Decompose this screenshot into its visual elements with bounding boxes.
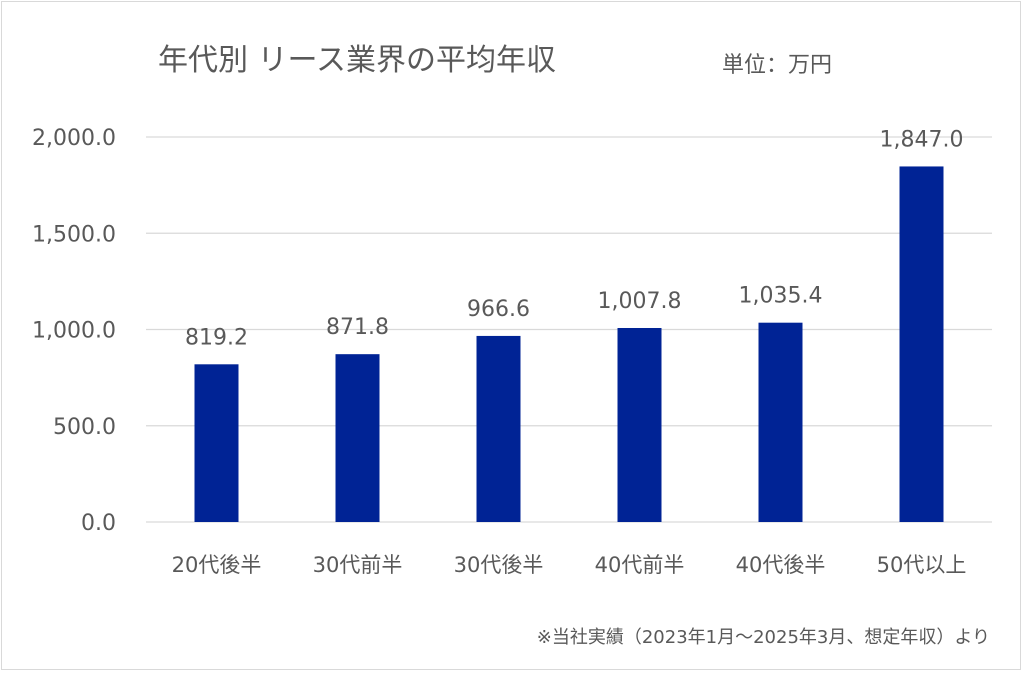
x-tick-label: 50代以上 bbox=[877, 553, 967, 577]
bar bbox=[476, 335, 521, 522]
bar bbox=[899, 166, 944, 522]
y-tick-label: 1,000.0 bbox=[32, 319, 116, 344]
x-tick-label: 30代後半 bbox=[454, 553, 544, 577]
x-tick-label: 40代前半 bbox=[595, 553, 685, 577]
data-label: 1,847.0 bbox=[880, 127, 964, 152]
x-tick-label: 30代前半 bbox=[313, 553, 403, 577]
data-label: 1,035.4 bbox=[739, 284, 823, 309]
bar bbox=[335, 354, 380, 522]
x-tick-label: 20代後半 bbox=[172, 553, 262, 577]
chart-title: 年代別 リース業界の平均年収 bbox=[158, 43, 556, 78]
bar bbox=[194, 364, 239, 522]
y-tick-label: 2,000.0 bbox=[32, 126, 116, 151]
y-tick-label: 0.0 bbox=[81, 511, 116, 536]
data-label: 1,007.8 bbox=[598, 289, 682, 314]
y-tick-label: 500.0 bbox=[53, 415, 116, 440]
y-tick-label: 1,500.0 bbox=[32, 222, 116, 247]
data-label: 871.8 bbox=[326, 315, 389, 340]
bar bbox=[617, 327, 662, 522]
x-tick-label: 40代後半 bbox=[736, 553, 826, 577]
data-label: 966.6 bbox=[467, 297, 530, 322]
bar bbox=[758, 322, 803, 522]
unit-label: 単位：万円 bbox=[722, 53, 832, 78]
footnote: ※当社実績（2023年1月～2025年3月、想定年収）より bbox=[537, 627, 990, 648]
data-label: 819.2 bbox=[185, 325, 248, 350]
